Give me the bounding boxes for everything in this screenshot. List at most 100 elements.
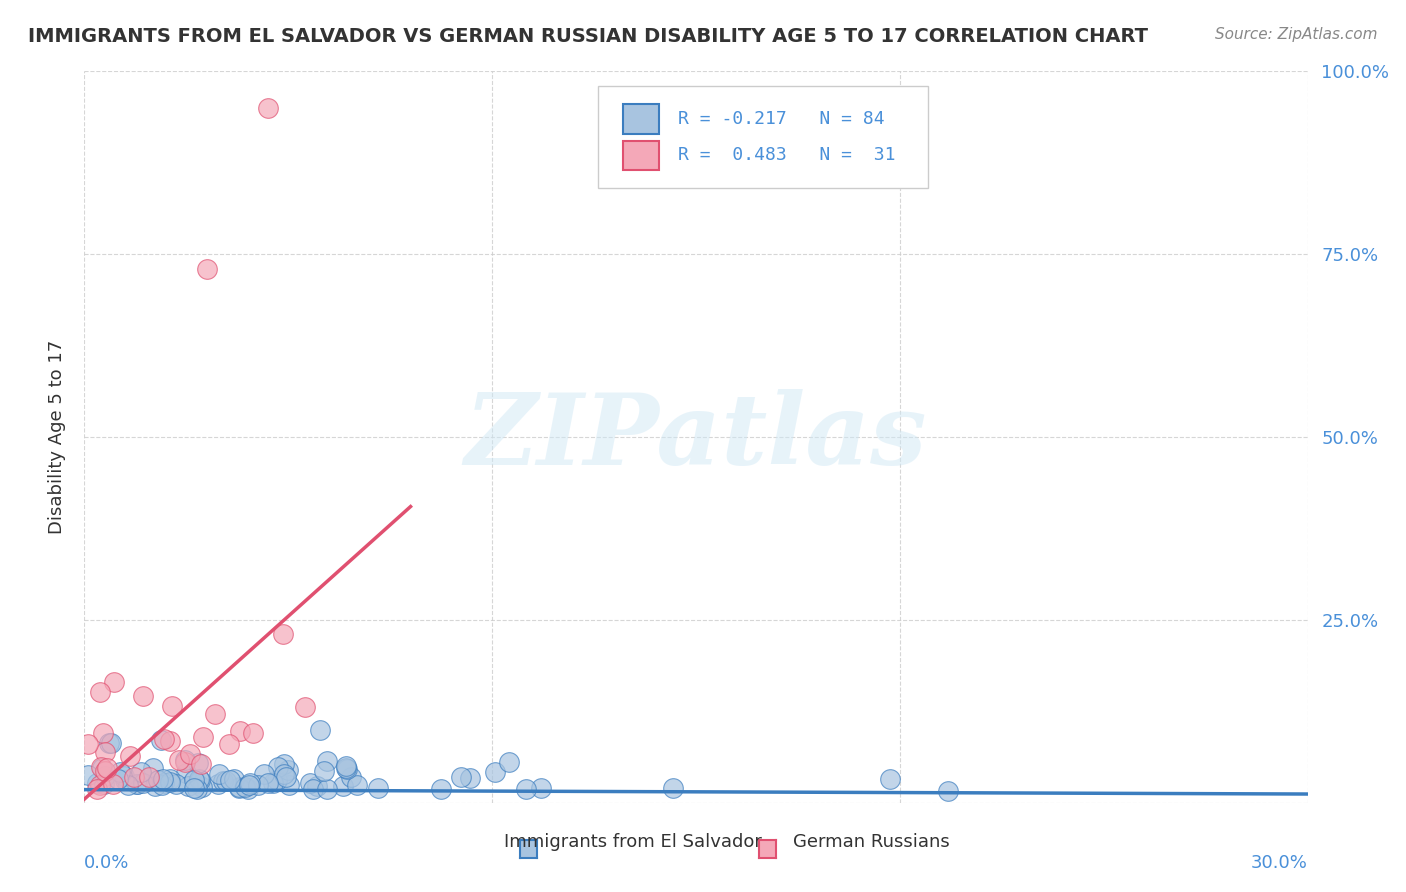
Text: R =  0.483   N =  31: R = 0.483 N = 31 bbox=[678, 146, 896, 164]
Point bbox=[367, 780, 389, 795]
Point bbox=[179, 747, 201, 761]
Point bbox=[91, 726, 114, 740]
Point bbox=[661, 780, 683, 795]
Point bbox=[879, 772, 901, 786]
Point bbox=[530, 780, 553, 795]
Text: Source: ZipAtlas.com: Source: ZipAtlas.com bbox=[1215, 27, 1378, 42]
Point bbox=[238, 778, 260, 792]
Point bbox=[93, 764, 115, 778]
Point bbox=[307, 779, 329, 793]
Point bbox=[93, 745, 115, 759]
Point bbox=[460, 772, 482, 786]
Point bbox=[129, 764, 152, 779]
Point bbox=[90, 760, 112, 774]
Point bbox=[94, 769, 117, 783]
Point bbox=[183, 772, 205, 787]
Point bbox=[339, 770, 361, 784]
Point bbox=[314, 764, 336, 778]
Point bbox=[186, 776, 208, 790]
Point bbox=[188, 772, 211, 787]
Point bbox=[153, 776, 176, 790]
Point bbox=[228, 780, 250, 795]
Point bbox=[316, 754, 339, 768]
FancyBboxPatch shape bbox=[623, 104, 659, 134]
Point bbox=[159, 734, 181, 748]
Point bbox=[204, 706, 226, 721]
Point bbox=[108, 765, 131, 780]
Point bbox=[207, 777, 229, 791]
Point bbox=[274, 770, 297, 784]
Text: 0.0%: 0.0% bbox=[84, 854, 129, 872]
Point bbox=[273, 767, 295, 781]
Point bbox=[191, 731, 214, 745]
Point bbox=[183, 780, 205, 795]
Point bbox=[153, 732, 176, 747]
Point bbox=[228, 780, 250, 795]
Point bbox=[273, 756, 295, 771]
Point bbox=[118, 749, 141, 764]
Point bbox=[246, 778, 269, 792]
Point bbox=[177, 779, 200, 793]
Point bbox=[132, 776, 155, 790]
Text: Immigrants from El Salvador: Immigrants from El Salvador bbox=[503, 833, 762, 851]
Point bbox=[138, 770, 160, 784]
Point bbox=[208, 767, 231, 781]
Point bbox=[294, 700, 316, 714]
Text: R = -0.217   N = 84: R = -0.217 N = 84 bbox=[678, 110, 884, 128]
Point bbox=[103, 674, 125, 689]
Point bbox=[308, 723, 330, 738]
Text: ZIPatlas: ZIPatlas bbox=[465, 389, 927, 485]
Point bbox=[215, 773, 238, 788]
Point bbox=[77, 737, 100, 751]
Point bbox=[86, 782, 108, 797]
Point bbox=[117, 778, 139, 792]
Point bbox=[173, 756, 195, 770]
Point bbox=[86, 775, 108, 789]
Point bbox=[142, 761, 165, 775]
Point bbox=[122, 770, 145, 784]
Point bbox=[222, 772, 245, 786]
Point bbox=[173, 753, 195, 767]
Point bbox=[91, 761, 114, 775]
Point bbox=[174, 766, 197, 780]
Point bbox=[93, 777, 115, 791]
Point bbox=[152, 772, 174, 786]
Point bbox=[430, 782, 453, 797]
Point bbox=[188, 772, 211, 787]
Point bbox=[229, 724, 252, 739]
Point bbox=[131, 690, 153, 704]
Point bbox=[112, 769, 135, 783]
Point bbox=[127, 777, 149, 791]
Point bbox=[160, 698, 183, 713]
Point bbox=[98, 736, 121, 750]
Point bbox=[212, 773, 235, 788]
Point bbox=[262, 776, 284, 790]
Point bbox=[218, 737, 240, 751]
Point bbox=[150, 778, 173, 792]
Point bbox=[335, 761, 357, 775]
Point bbox=[125, 776, 148, 790]
Point bbox=[277, 763, 299, 777]
Point bbox=[190, 756, 212, 771]
Point bbox=[167, 753, 190, 767]
Point bbox=[450, 770, 472, 784]
Point bbox=[148, 772, 170, 787]
Point bbox=[271, 626, 294, 640]
Point bbox=[186, 781, 208, 796]
Point bbox=[96, 761, 118, 775]
Point bbox=[278, 778, 301, 792]
Point bbox=[219, 772, 242, 787]
Point bbox=[165, 777, 187, 791]
Point bbox=[484, 765, 506, 780]
Point bbox=[335, 758, 357, 772]
Point bbox=[315, 781, 337, 796]
Point bbox=[107, 772, 129, 787]
Point bbox=[114, 773, 136, 788]
Point bbox=[233, 780, 256, 794]
Point bbox=[298, 775, 321, 789]
FancyBboxPatch shape bbox=[598, 86, 928, 188]
Point bbox=[89, 779, 111, 793]
FancyBboxPatch shape bbox=[623, 141, 659, 170]
Text: German Russians: German Russians bbox=[793, 833, 950, 851]
Point bbox=[336, 762, 359, 776]
